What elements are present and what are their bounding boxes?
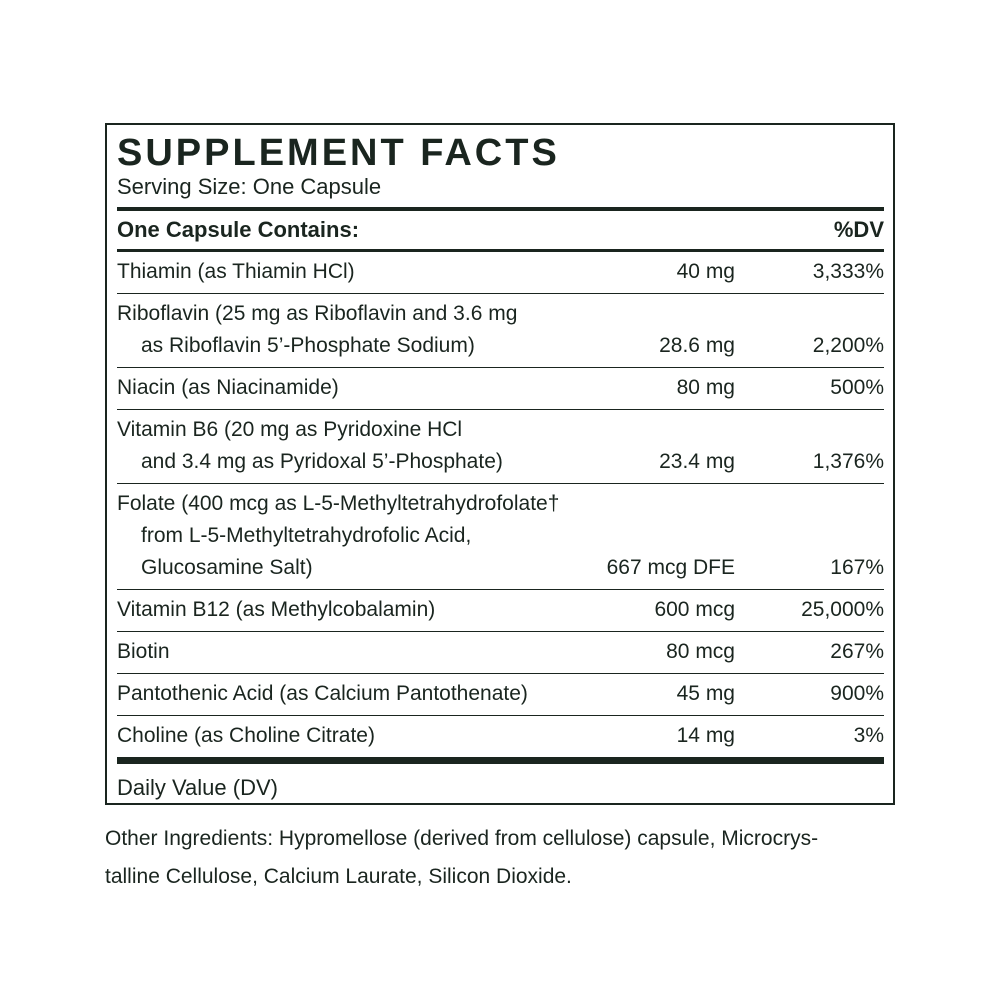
ingredient-name: Vitamin B12 (as Methylcobalamin) (117, 594, 575, 626)
table-row: Pantothenic Acid (as Calcium Pantothenat… (117, 674, 884, 716)
table-row: Vitamin B12 (as Methylcobalamin) 600 mcg 2… (117, 590, 884, 632)
divider-medium (117, 249, 884, 252)
ingredient-dv: 25,000% (801, 598, 884, 621)
ingredient-dv: 3,333% (812, 260, 884, 283)
ingredient-name-line: Niacin (as Niacinamide) (117, 376, 339, 399)
ingredient-amount: 45 mg (676, 682, 735, 705)
ingredient-name-line: as Riboflavin 5’-Phosphate Sodium) (141, 334, 475, 357)
ingredient-name: Niacin (as Niacinamide) (117, 372, 575, 404)
divider-heavy (117, 757, 884, 764)
ingredient-name-line: and 3.4 mg as Pyridoxal 5’-Phosphate) (141, 450, 503, 473)
ingredient-amount: 23.4 mg (659, 450, 735, 473)
ingredient-dv: 167% (830, 556, 884, 579)
ingredient-dv: 267% (830, 640, 884, 663)
daily-value-footnote: Daily Value (DV) (117, 775, 278, 800)
ingredient-name-line: Pantothenic Acid (as Calcium Pantothenat… (117, 682, 528, 705)
ingredient-name: Choline (as Choline Citrate) (117, 720, 575, 752)
ingredient-name-line: Thiamin (as Thiamin HCl) (117, 260, 355, 283)
table-row: Thiamin (as Thiamin HCl) 40 mg 3,333% (117, 252, 884, 294)
table-row: Biotin 80 mcg 267% (117, 632, 884, 674)
table-row: Riboflavin (25 mg as Riboflavin and 3.6 … (117, 294, 884, 368)
table-row: Vitamin B6 (20 mg as Pyridoxine HCl and 3… (117, 410, 884, 484)
ingredient-dv: 3% (853, 724, 884, 747)
table-row: Folate (400 mcg as L-5-Methyltetrahydrof… (117, 484, 884, 590)
ingredient-amount: 14 mg (676, 724, 735, 747)
ingredient-name: Biotin (117, 636, 575, 668)
ingredient-amount: 80 mcg (666, 640, 735, 663)
panel-title: SUPPLEMENT FACTS (117, 132, 560, 174)
ingredient-name-line: Glucosamine Salt) (141, 556, 313, 579)
other-ingredients-text: Other Ingredients: Hypromellose (derived… (105, 820, 915, 896)
divider-thick (117, 207, 884, 211)
ingredient-dv: 500% (830, 376, 884, 399)
ingredient-name-line: Folate (400 mcg as L-5-Methyltetrahydrof… (117, 492, 560, 515)
ingredient-dv: 1,376% (812, 450, 884, 473)
ingredient-amount: 80 mg (676, 376, 735, 399)
table-row: Niacin (as Niacinamide) 80 mg 500% (117, 368, 884, 410)
ingredient-amount: 40 mg (676, 260, 735, 283)
table-header-contains: One Capsule Contains: (117, 217, 360, 242)
supplement-facts-panel: SUPPLEMENT FACTS Serving Size: One Capsu… (105, 123, 895, 805)
table-row: Choline (as Choline Citrate) 14 mg 3% (117, 716, 884, 757)
ingredient-dv: 2,200% (812, 334, 884, 357)
ingredient-name: Pantothenic Acid (as Calcium Pantothenat… (117, 678, 575, 710)
facts-table: Thiamin (as Thiamin HCl) 40 mg 3,333% Ribof… (117, 252, 884, 757)
ingredient-dv: 900% (830, 682, 884, 705)
ingredient-amount: 667 mcg DFE (606, 556, 735, 579)
ingredient-name-line: Biotin (117, 640, 170, 663)
ingredient-name: Vitamin B6 (20 mg as Pyridoxine HCl and 3… (117, 414, 575, 478)
ingredient-name-line: Vitamin B12 (as Methylcobalamin) (117, 598, 436, 621)
ingredient-name: Riboflavin (25 mg as Riboflavin and 3.6 … (117, 298, 575, 362)
ingredient-name: Folate (400 mcg as L-5-Methyltetrahydrof… (117, 488, 575, 584)
ingredient-amount: 28.6 mg (659, 334, 735, 357)
serving-size-text: Serving Size: One Capsule (117, 174, 382, 199)
other-ingredients-line-2: talline Cellulose, Calcium Laurate, Sili… (105, 865, 572, 888)
table-header-dv: %DV (833, 217, 884, 242)
ingredient-name-line: Choline (as Choline Citrate) (117, 724, 375, 747)
ingredient-name-line: Riboflavin (25 mg as Riboflavin and 3.6 … (117, 302, 518, 325)
ingredient-amount: 600 mcg (654, 598, 735, 621)
ingredient-name: Thiamin (as Thiamin HCl) (117, 256, 575, 288)
ingredient-name-line: Vitamin B6 (20 mg as Pyridoxine HCl (117, 418, 463, 441)
ingredient-name-line: from L-5-Methyltetrahydrofolic Acid, (141, 524, 472, 547)
other-ingredients-line-1: Other Ingredients: Hypromellose (derived… (105, 827, 819, 850)
table-header-row: One Capsule Contains: %DV (117, 211, 884, 249)
